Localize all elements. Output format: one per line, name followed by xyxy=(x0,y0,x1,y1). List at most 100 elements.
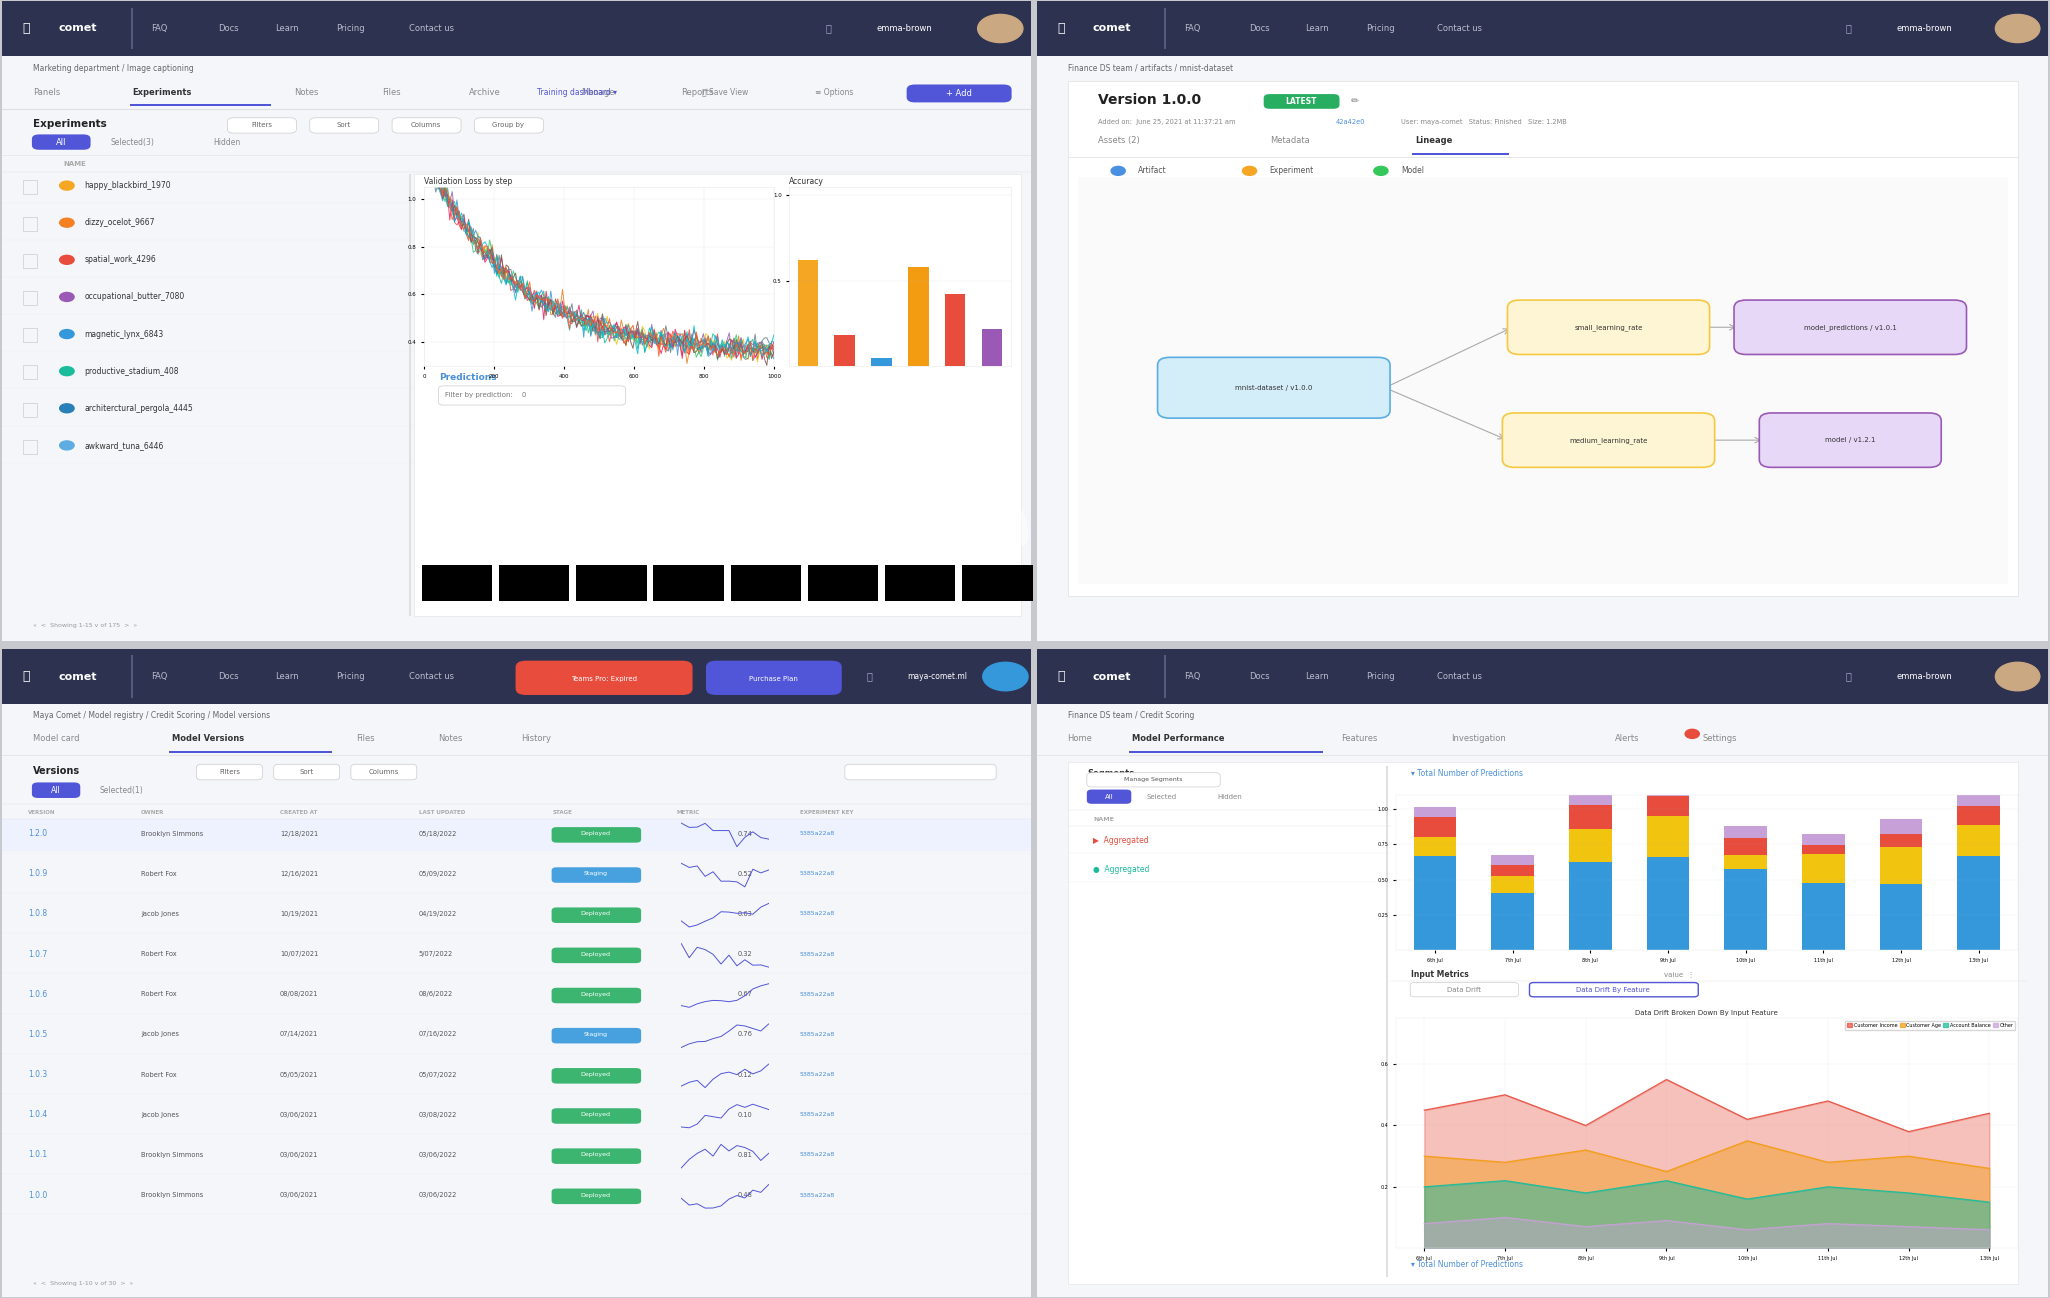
Text: mnist-dataset / v1.0.0: mnist-dataset / v1.0.0 xyxy=(1234,384,1312,391)
Text: Pricing: Pricing xyxy=(336,672,365,681)
FancyBboxPatch shape xyxy=(551,1189,642,1205)
Text: Filters: Filters xyxy=(250,122,273,129)
Bar xyxy=(1490,876,1533,893)
Bar xyxy=(129,104,271,106)
Text: Filter by prediction:    0: Filter by prediction: 0 xyxy=(445,392,527,398)
Text: Deployed: Deployed xyxy=(580,831,611,836)
Bar xyxy=(23,328,37,343)
Text: 05/18/2022: 05/18/2022 xyxy=(418,831,457,837)
Text: Files: Files xyxy=(357,733,375,742)
Bar xyxy=(2,649,1031,704)
Text: 08/08/2021: 08/08/2021 xyxy=(281,992,318,997)
Text: 🔥: 🔥 xyxy=(1058,670,1066,683)
Text: Data Drift: Data Drift xyxy=(1447,986,1480,993)
Text: 🔔: 🔔 xyxy=(1845,671,1851,681)
Text: FAQ: FAQ xyxy=(1183,23,1199,32)
Ellipse shape xyxy=(449,462,469,502)
Text: Brooklyn Simmons: Brooklyn Simmons xyxy=(141,1192,203,1198)
Text: Data Drift By Feature: Data Drift By Feature xyxy=(1576,986,1650,993)
Circle shape xyxy=(1685,729,1699,739)
Bar xyxy=(982,328,1002,366)
Text: Group by: Group by xyxy=(492,122,525,129)
Text: Deployed: Deployed xyxy=(580,911,611,916)
Circle shape xyxy=(1374,166,1388,175)
Text: Contact us: Contact us xyxy=(408,23,453,32)
Bar xyxy=(23,291,37,305)
Text: Hidden: Hidden xyxy=(1218,793,1242,800)
Text: 1.0.9: 1.0.9 xyxy=(29,870,47,879)
Text: ▾ Total Number of Predictions: ▾ Total Number of Predictions xyxy=(1410,1260,1523,1269)
Circle shape xyxy=(1242,166,1257,175)
Text: Jacob Jones: Jacob Jones xyxy=(141,911,178,916)
Bar xyxy=(1724,826,1767,839)
Text: Training dashboard ▾: Training dashboard ▾ xyxy=(537,88,617,96)
Text: Reports: Reports xyxy=(681,88,713,96)
Text: 1.0.0: 1.0.0 xyxy=(29,1190,47,1199)
Text: Metadata: Metadata xyxy=(1269,136,1310,145)
Text: Docs: Docs xyxy=(217,672,238,681)
Text: Settings: Settings xyxy=(1702,733,1736,742)
Bar xyxy=(2,819,1031,851)
FancyBboxPatch shape xyxy=(310,118,379,134)
Ellipse shape xyxy=(972,452,998,498)
FancyBboxPatch shape xyxy=(551,827,642,842)
Text: Contact us: Contact us xyxy=(1437,23,1482,32)
Bar xyxy=(422,565,492,601)
Bar xyxy=(730,565,802,601)
Ellipse shape xyxy=(902,449,920,502)
Ellipse shape xyxy=(672,497,695,539)
Ellipse shape xyxy=(537,493,558,522)
Bar xyxy=(1958,824,2001,857)
Text: FAQ: FAQ xyxy=(152,672,168,681)
FancyBboxPatch shape xyxy=(392,118,461,134)
Text: All: All xyxy=(1105,793,1113,800)
Text: 0.32: 0.32 xyxy=(738,951,752,957)
Text: Model Performance: Model Performance xyxy=(1132,733,1224,742)
Ellipse shape xyxy=(619,474,636,508)
Text: ▾ Total Number of Predictions: ▾ Total Number of Predictions xyxy=(1410,768,1523,778)
FancyBboxPatch shape xyxy=(1263,93,1339,109)
Bar xyxy=(23,180,37,193)
Text: History: History xyxy=(521,733,551,742)
Text: Sort: Sort xyxy=(336,122,351,129)
Text: Artifact: Artifact xyxy=(1138,166,1166,175)
Text: 5385a22a8: 5385a22a8 xyxy=(800,951,834,957)
Ellipse shape xyxy=(1009,504,1029,546)
Text: «  <  Showing 1-15 v of 175  >  »: « < Showing 1-15 v of 175 > » xyxy=(33,623,137,628)
FancyBboxPatch shape xyxy=(906,84,1011,103)
Text: Lineage: Lineage xyxy=(1414,136,1453,145)
Text: 5385a22a8: 5385a22a8 xyxy=(800,1193,834,1198)
Legend: Customer Income, Customer Age, Account Balance, Other: Customer Income, Customer Age, Account B… xyxy=(1845,1020,2015,1029)
Bar xyxy=(1880,833,1923,846)
Bar xyxy=(1646,857,1689,950)
FancyBboxPatch shape xyxy=(1759,413,1941,467)
Bar xyxy=(1490,864,1533,876)
Text: 5385a22a8: 5385a22a8 xyxy=(800,992,834,997)
Bar xyxy=(961,565,1033,601)
Text: LATEST: LATEST xyxy=(1285,97,1316,106)
Text: Deployed: Deployed xyxy=(580,992,611,997)
Ellipse shape xyxy=(826,472,843,500)
Ellipse shape xyxy=(744,498,773,536)
Circle shape xyxy=(978,14,1023,43)
FancyBboxPatch shape xyxy=(197,765,262,780)
Bar xyxy=(1414,837,1456,855)
FancyBboxPatch shape xyxy=(705,661,843,694)
Text: magnetic_lynx_6843: magnetic_lynx_6843 xyxy=(84,330,164,339)
Text: 🔔: 🔔 xyxy=(826,23,830,34)
Text: 0.48: 0.48 xyxy=(738,1192,752,1198)
Text: Purchase Plan: Purchase Plan xyxy=(750,676,797,683)
Text: Selected: Selected xyxy=(1146,793,1177,800)
Ellipse shape xyxy=(597,500,619,545)
Ellipse shape xyxy=(996,498,1015,533)
Text: Columns: Columns xyxy=(410,122,441,129)
Text: spatial_work_4296: spatial_work_4296 xyxy=(84,256,156,265)
Bar xyxy=(1490,893,1533,950)
Text: NAME: NAME xyxy=(1093,818,1113,823)
Text: model / v1.2.1: model / v1.2.1 xyxy=(1824,437,1876,443)
Bar xyxy=(23,440,37,454)
Text: comet: comet xyxy=(59,671,96,681)
Text: maya-comet.ml: maya-comet.ml xyxy=(908,672,968,681)
Text: Learn: Learn xyxy=(1306,23,1328,32)
Text: Notes: Notes xyxy=(295,88,318,96)
